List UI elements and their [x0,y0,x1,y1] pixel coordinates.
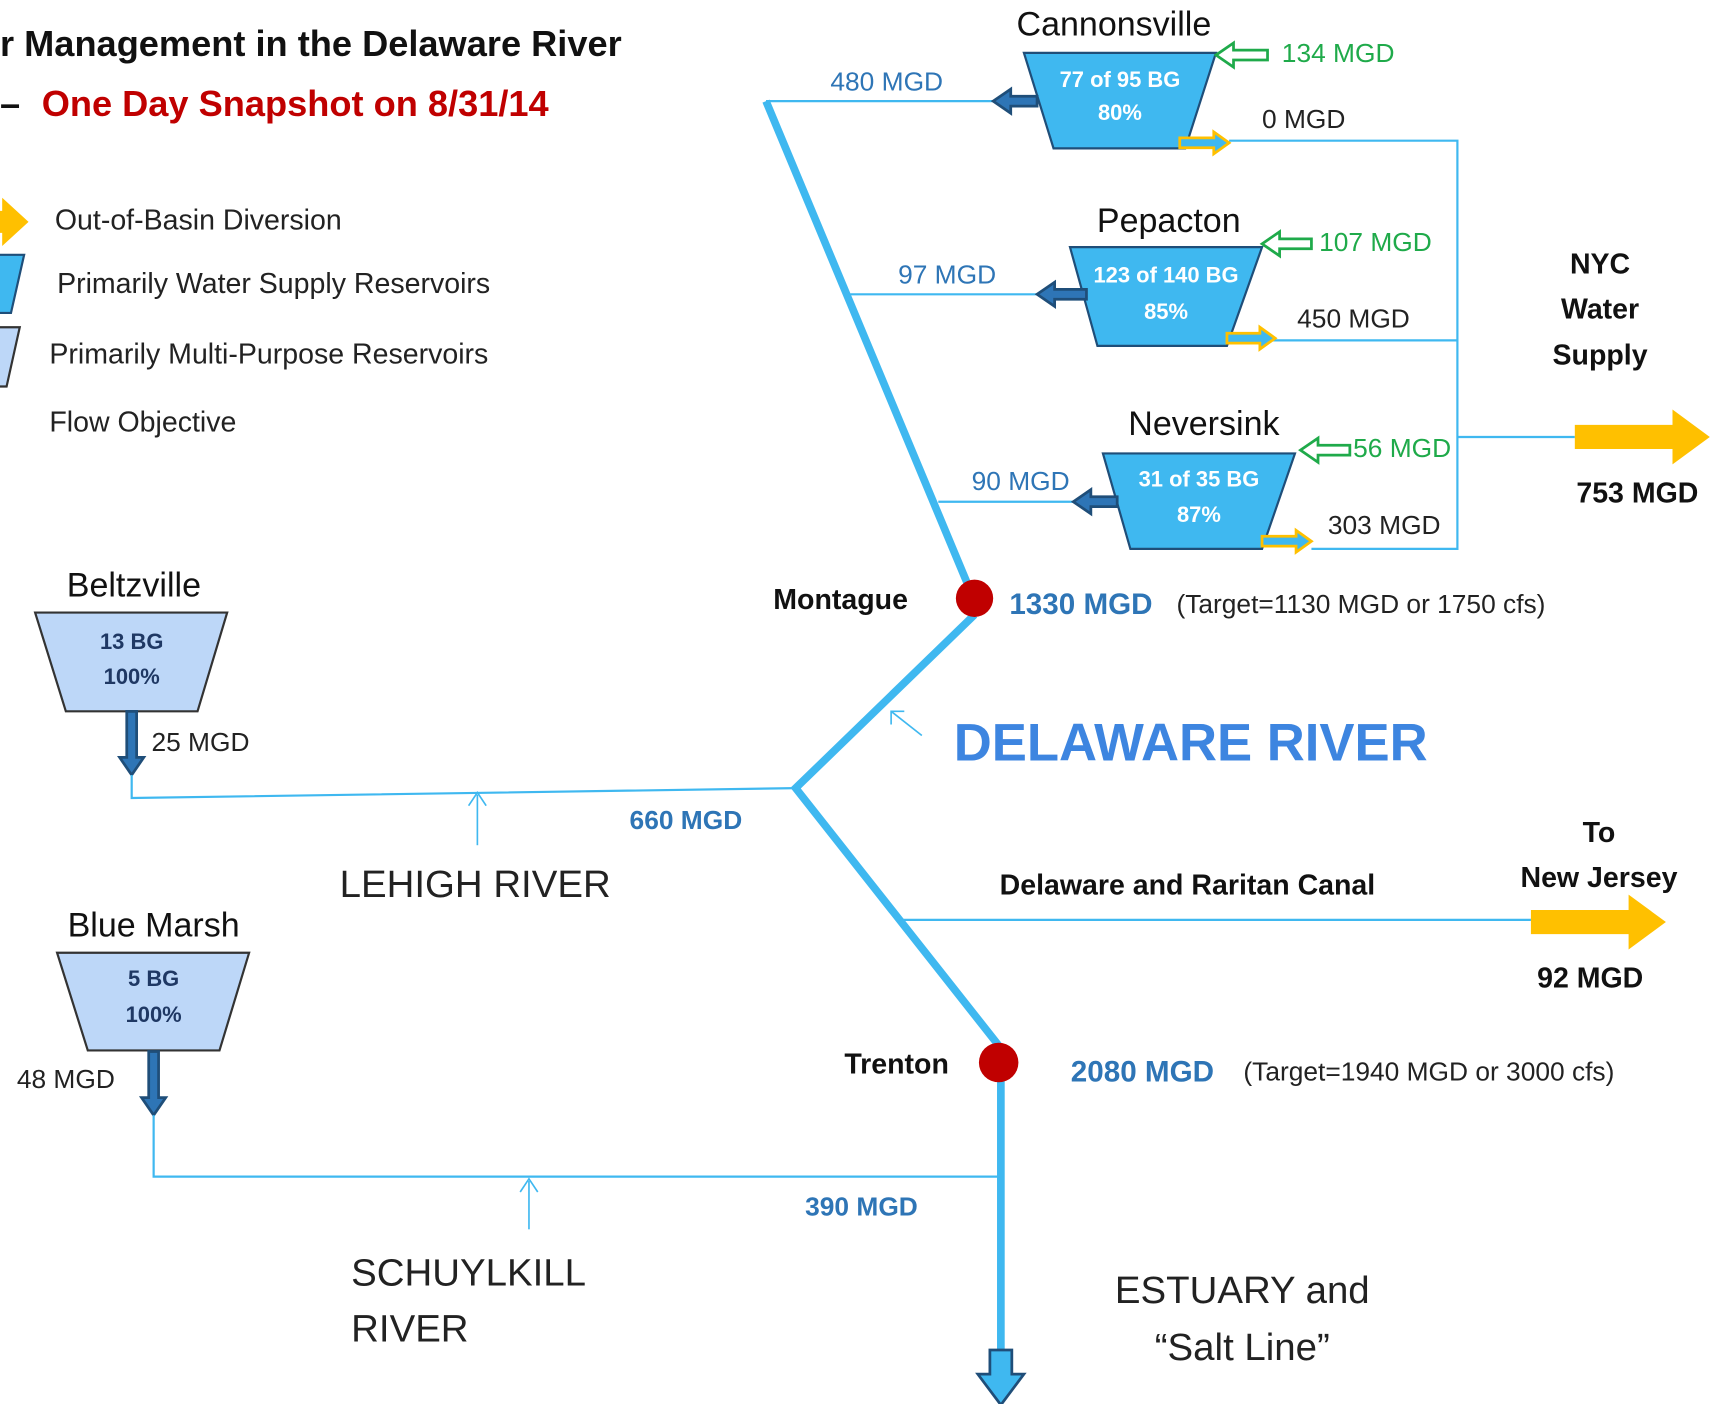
pointer-head [890,710,905,725]
label: “Salt Line” [1155,1326,1330,1369]
label: Beltzville [67,566,201,604]
label: Montague [773,584,908,616]
label: 56 MGD [1353,433,1451,463]
label: One Day Snapshot on 8/31/14 [42,83,549,124]
flow-line [130,774,796,800]
pointer-head [519,1177,539,1193]
label: 92 MGD [1537,963,1643,995]
label: 450 MGD [1297,304,1410,334]
label: LEHIGH RIVER [340,863,611,906]
flow-line [1229,139,1459,551]
pointer [890,710,923,737]
flow-objective [978,1042,1019,1083]
label: 90 MGD [972,466,1070,496]
label: 303 MGD [1328,510,1441,540]
flow-line [790,611,1004,1051]
release-arrow [990,86,1039,116]
reservoir [55,951,251,1052]
label: 134 MGD [1282,38,1395,68]
label: Primarily Multi-Purpose Reservoirs [49,338,488,370]
diversion-arrow [1225,324,1278,352]
nyc-arrow [1574,409,1710,465]
label: Water [1561,293,1639,325]
label: Flow Objective [49,406,236,438]
legend-supply [0,253,26,315]
label: Primarily Water Supply Reservoirs [57,268,490,300]
label: 100% [104,664,160,689]
inflow-arrow [1213,40,1269,70]
label: 87% [1177,502,1221,527]
label: 85% [1144,299,1188,324]
label: 660 MGD [630,805,743,835]
label: 97 MGD [898,260,996,290]
release-arrow [138,1050,169,1118]
flow-line [762,99,975,595]
label: 25 MGD [151,727,249,757]
label: Delaware and Raritan Canal [1000,869,1376,901]
label: ESTUARY and [1115,1269,1370,1312]
reservoir [1068,246,1264,347]
flow-line [152,1115,1001,1178]
label: Pepacton [1097,202,1241,240]
release-arrow [117,709,147,778]
diversion-arrow [1178,129,1232,157]
label: Blue Marsh [68,907,240,945]
estuary-arrow [975,1348,1027,1404]
label: 0 MGD [1262,104,1345,134]
label: 107 MGD [1319,227,1432,257]
label: 77 of 95 BG [1060,67,1181,92]
label: 480 MGD [830,67,943,97]
legend-arrow [0,197,29,247]
label: Trenton [844,1048,949,1080]
release-arrow [1034,279,1088,309]
label: 390 MGD [805,1191,918,1221]
label: – [0,83,20,124]
label: New Jersey [1520,862,1677,894]
label: 2080 MGD [1071,1055,1214,1088]
label: DELAWARE RIVER [954,713,1428,772]
label: 123 of 140 BG [1093,263,1238,288]
label: 5 BG [128,966,179,991]
reservoir [33,611,229,713]
inflow-arrow [1298,435,1352,465]
flow-objective [955,579,994,617]
inflow-arrow [1259,229,1313,259]
label: 753 MGD [1576,478,1698,510]
legend-multi [0,326,22,388]
label: Cannonsville [1017,6,1212,44]
label: 31 of 35 BG [1139,467,1260,492]
reservoir [1101,452,1297,551]
canal-arrow [1530,894,1666,950]
label: Supply [1553,339,1648,371]
label: 13 BG [100,629,163,654]
label: (Target=1130 MGD or 1750 cfs) [1176,589,1545,619]
label: Neversink [1128,405,1280,443]
diversion-arrow [1260,527,1314,555]
label: NYC [1570,248,1630,280]
label: 1330 MGD [1009,588,1152,621]
label: 48 MGD [17,1064,115,1094]
label: To [1583,817,1616,849]
label: 80% [1098,100,1142,125]
label: (Target=1940 MGD or 3000 cfs) [1243,1056,1614,1086]
pointer-head [467,791,487,807]
label: SCHUYLKILL [351,1252,586,1295]
release-arrow [1070,487,1119,517]
label: r Management in the Delaware River [0,23,622,64]
label: 100% [126,1002,182,1027]
label: RIVER [351,1308,468,1351]
label: Out-of-Basin Diversion [55,204,342,236]
